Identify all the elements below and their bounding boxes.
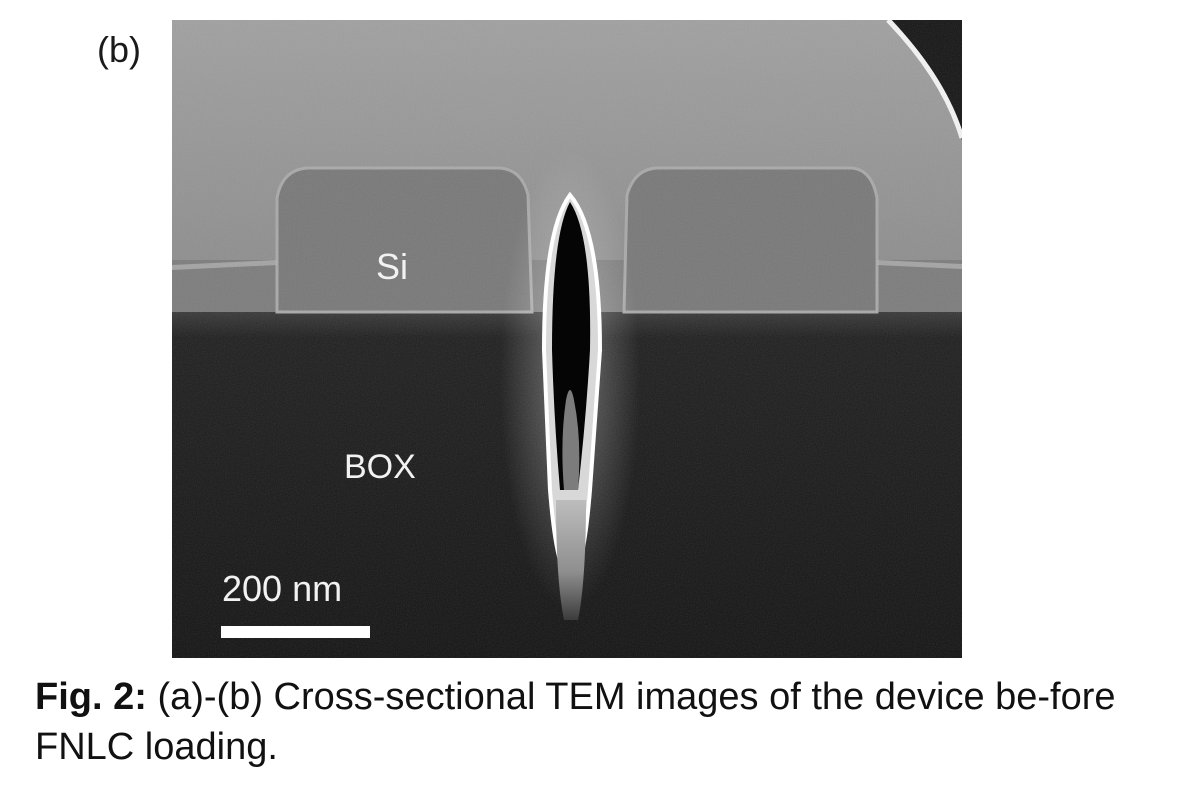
trench-void — [552, 202, 591, 490]
tem-image-graphic — [172, 20, 962, 658]
box-label: BOX — [344, 448, 416, 486]
si-label: Si — [376, 246, 409, 287]
tem-image: Si BOX 200 nm — [172, 20, 962, 658]
caption-text: (a)-(b) Cross-sectional TEM images of th… — [35, 676, 1116, 768]
caption-label: Fig. 2: — [35, 676, 147, 718]
panel-label: (b) — [97, 29, 141, 70]
figure-caption: Fig. 2: (a)-(b) Cross-sectional TEM imag… — [35, 672, 1175, 772]
scale-bar — [221, 626, 370, 638]
trench-bottom — [556, 500, 586, 620]
scale-bar-label: 200 nm — [222, 568, 343, 609]
